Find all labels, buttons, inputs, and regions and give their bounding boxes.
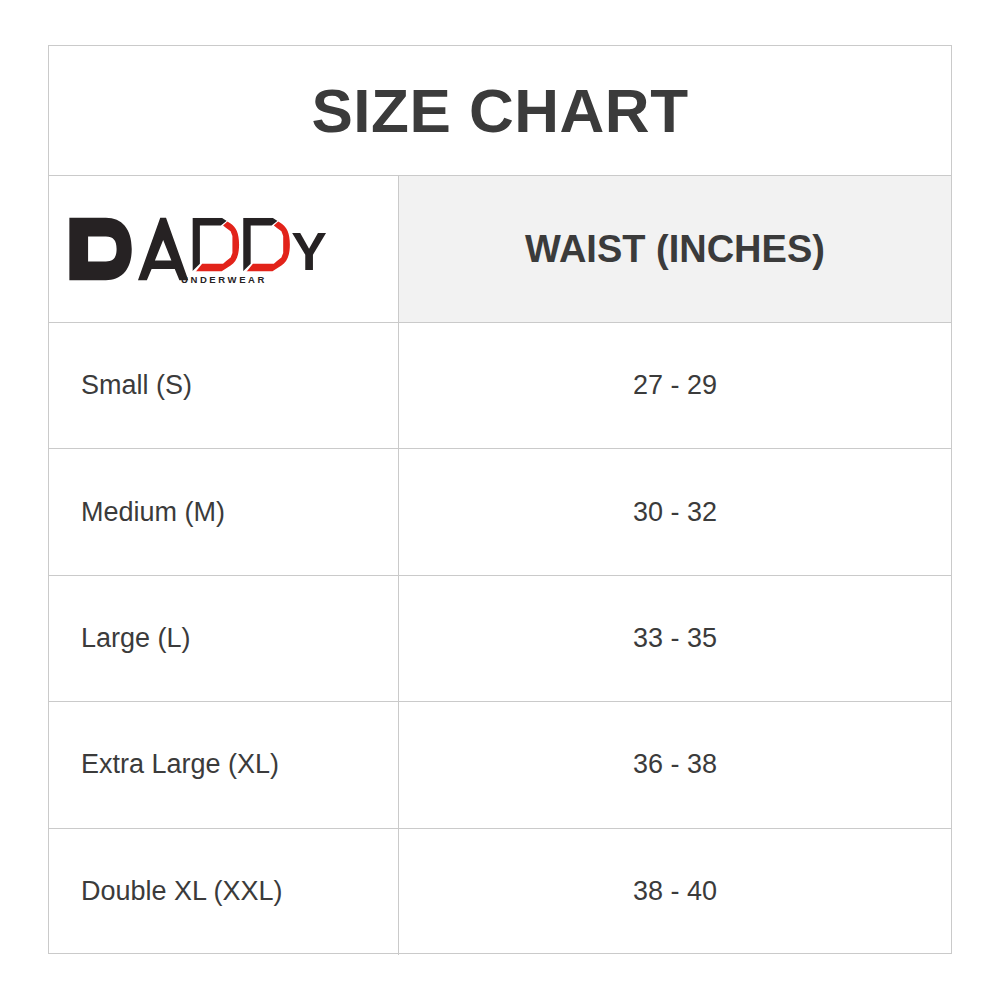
svg-text:Y: Y — [291, 222, 327, 281]
